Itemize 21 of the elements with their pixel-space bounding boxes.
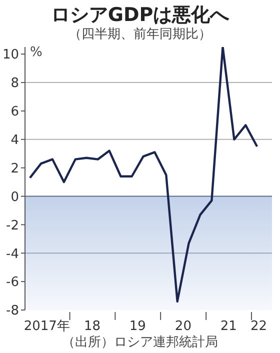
- y-tick-label: -2: [6, 218, 19, 234]
- y-tick-label: 0: [10, 190, 19, 205]
- y-tick-label: 4: [10, 133, 19, 148]
- x-tick-label: 22: [250, 319, 268, 334]
- y-tick-label: -4: [6, 246, 19, 262]
- text: （出所）ロシア連邦統計局: [61, 334, 219, 351]
- x-tick-label: 18: [84, 319, 101, 334]
- chart-subtitle: （四半期、前年同期比）: [68, 26, 212, 43]
- line-series: [28, 47, 258, 303]
- y-tick-label: 2: [10, 161, 19, 176]
- x-tick-label: 19: [129, 319, 146, 334]
- y-tick-label: -8: [6, 304, 19, 319]
- y-tick-label: 6: [10, 104, 19, 120]
- y-tick-label: -6: [6, 275, 19, 290]
- x-tick-label: 21: [220, 319, 237, 334]
- x-tick-label: 2017年: [24, 319, 70, 334]
- y-tick-label: 8: [10, 76, 19, 92]
- x-tick-label: 20: [174, 319, 192, 334]
- y-tick-label: 10: [2, 48, 19, 63]
- y-axis-title: %: [30, 45, 42, 60]
- chart-title: ロシアGDPは悪化へ: [50, 3, 230, 27]
